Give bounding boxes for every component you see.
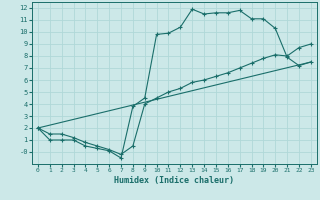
X-axis label: Humidex (Indice chaleur): Humidex (Indice chaleur) (115, 176, 234, 185)
